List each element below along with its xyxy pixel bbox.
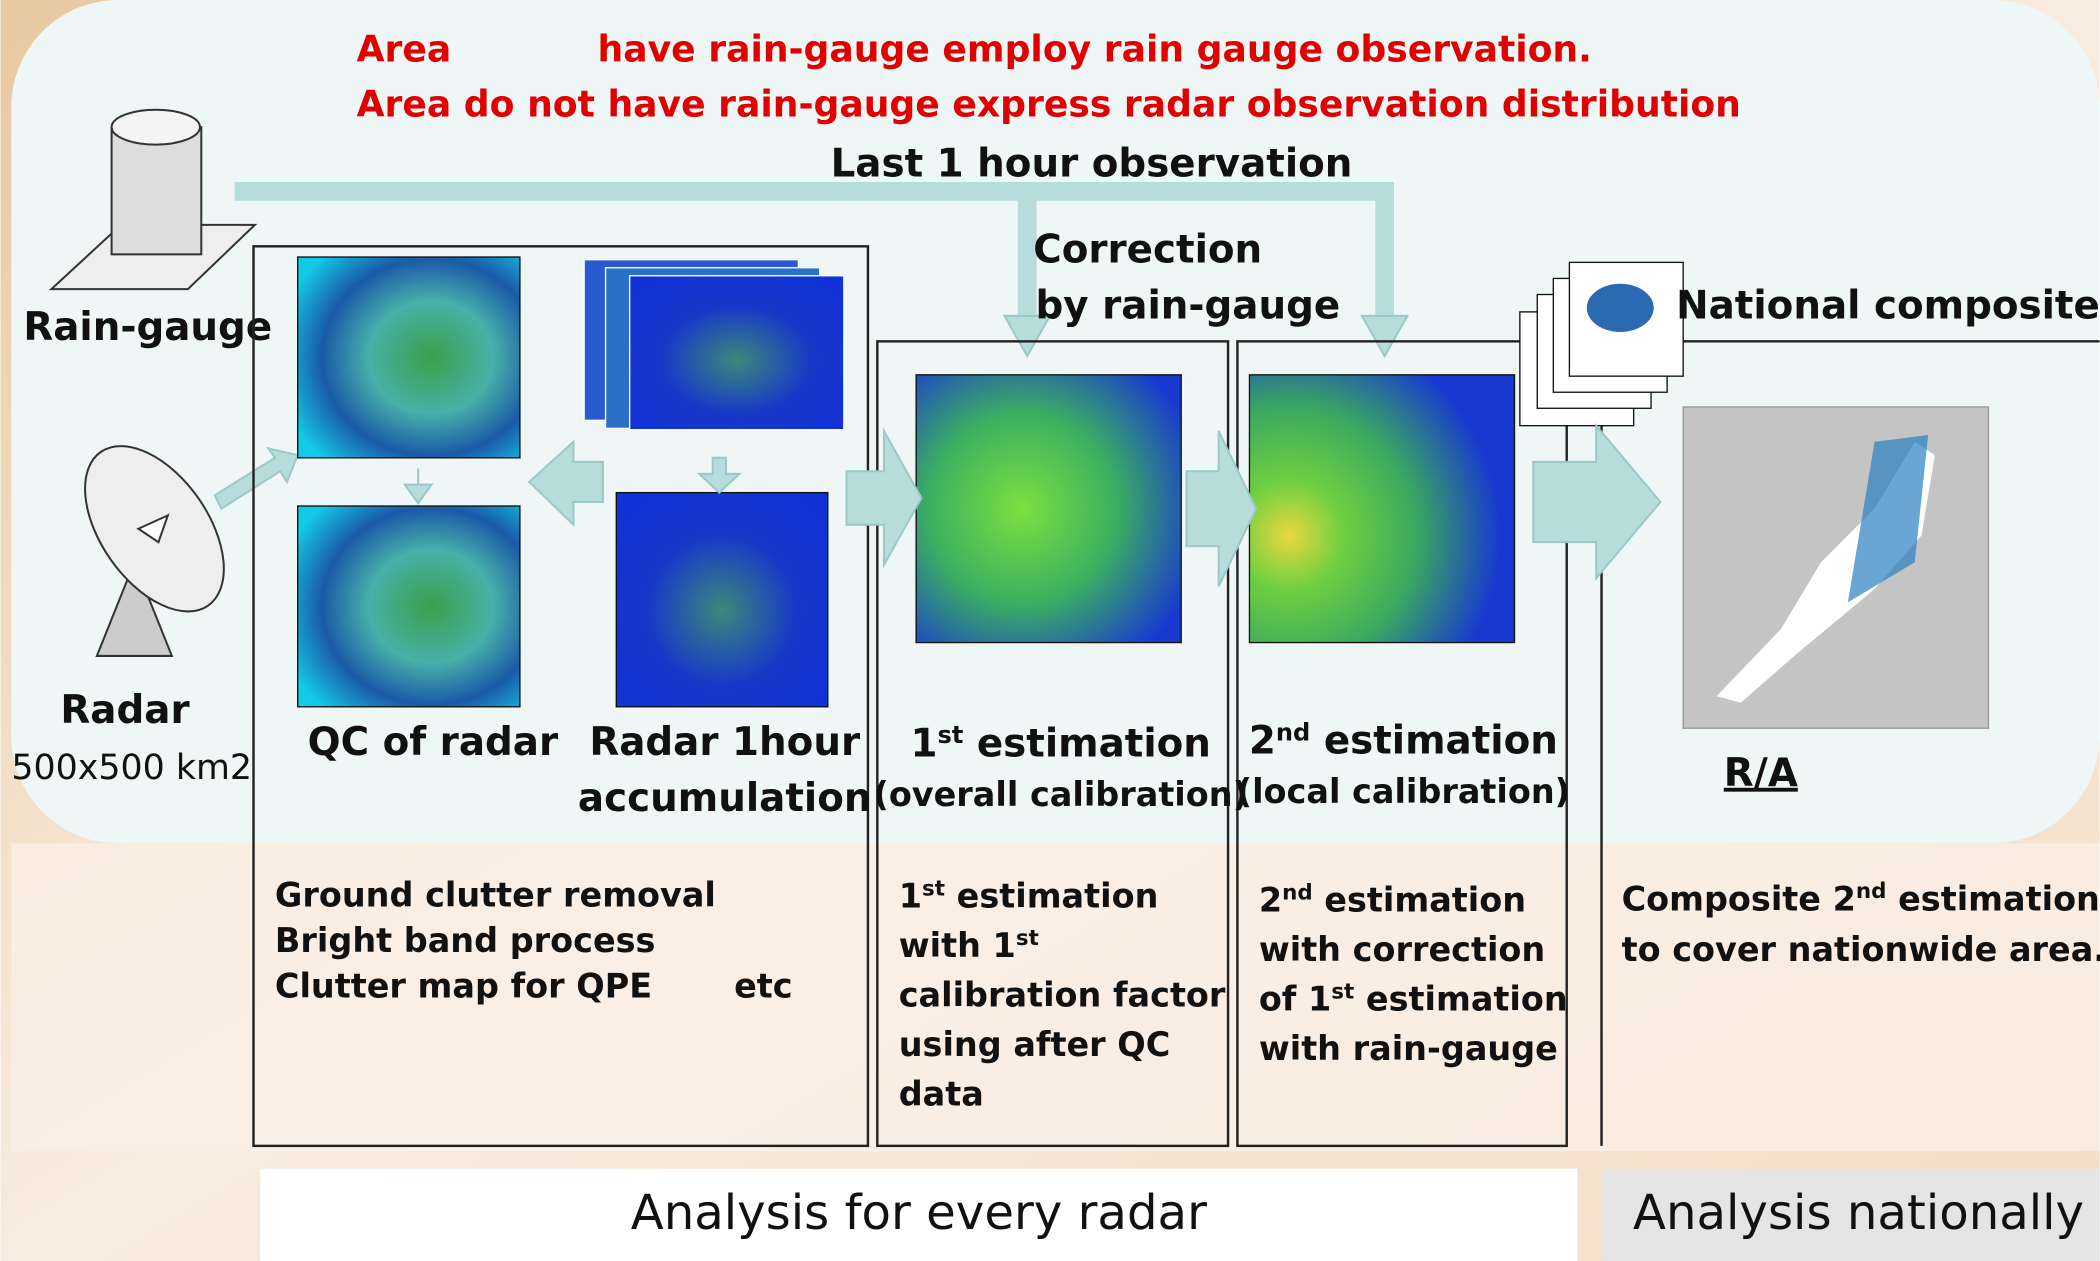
superscript: st	[1016, 926, 1039, 951]
text: estimation	[1313, 881, 1526, 920]
description: etc	[734, 966, 793, 1005]
text: with 1	[899, 926, 1016, 965]
footer-label: Analysis nationally	[1633, 1185, 2084, 1241]
description: with correction	[1259, 930, 1545, 969]
map	[1249, 375, 1514, 643]
description: of 1st estimation	[1259, 980, 1568, 1019]
description: calibration factor	[899, 976, 1226, 1015]
text: of 1	[1259, 980, 1331, 1019]
description: with rain-gauge	[1259, 1029, 1558, 1068]
map	[916, 375, 1181, 643]
description: Ground clutter removal	[275, 875, 716, 914]
description: Bright band process	[275, 921, 656, 960]
step-title: R/A	[1724, 751, 1798, 796]
correction: by rain-gauge	[1036, 284, 1341, 329]
top-label: Last 1 hour observation	[831, 142, 1353, 187]
correction: Correction	[1033, 227, 1262, 272]
text: Composite 2	[1622, 879, 1856, 918]
text: estimation	[945, 877, 1158, 916]
map	[298, 257, 520, 458]
description: to cover nationwide area.	[1622, 930, 2100, 969]
text: estimation	[1354, 980, 1567, 1019]
note: Area do not have rain-gauge express rada…	[357, 82, 1741, 125]
map-stack	[584, 260, 844, 430]
step-title: QC of radar	[308, 720, 559, 765]
map	[616, 493, 828, 707]
composite-label: National composite	[1676, 284, 2100, 329]
superscript: st	[1331, 980, 1354, 1005]
gauge-body	[112, 127, 202, 254]
superscript: nd	[1282, 881, 1313, 906]
label: 500x500 km2	[11, 748, 252, 788]
description: using after QC	[899, 1025, 1171, 1064]
text: 1	[899, 877, 922, 916]
step-subtitle: (overall calibration)	[874, 775, 1248, 814]
description: data	[899, 1075, 984, 1114]
label: Radar	[60, 688, 190, 733]
footer-label: Analysis for every radar	[631, 1185, 1207, 1241]
step-title: Radar 1hour	[589, 720, 861, 765]
gauge-top	[112, 110, 200, 145]
superscript: st	[922, 877, 945, 902]
diagram: Area have rain-gauge employ rain gauge o…	[0, 0, 2100, 1261]
text: 2	[1259, 881, 1282, 920]
note: have rain-gauge employ rain gauge observ…	[598, 28, 1592, 71]
page: Area have rain-gauge employ rain gauge o…	[0, 0, 2100, 1261]
step-title: accumulation	[578, 776, 872, 821]
map	[298, 506, 520, 707]
note: Area	[357, 28, 452, 71]
step-subtitle: (local calibration)	[1237, 772, 1570, 811]
superscript: nd	[1856, 879, 1887, 904]
text: estimation	[1886, 879, 2099, 918]
description: Clutter map for QPE	[275, 966, 652, 1005]
label: Rain-gauge	[23, 305, 272, 350]
